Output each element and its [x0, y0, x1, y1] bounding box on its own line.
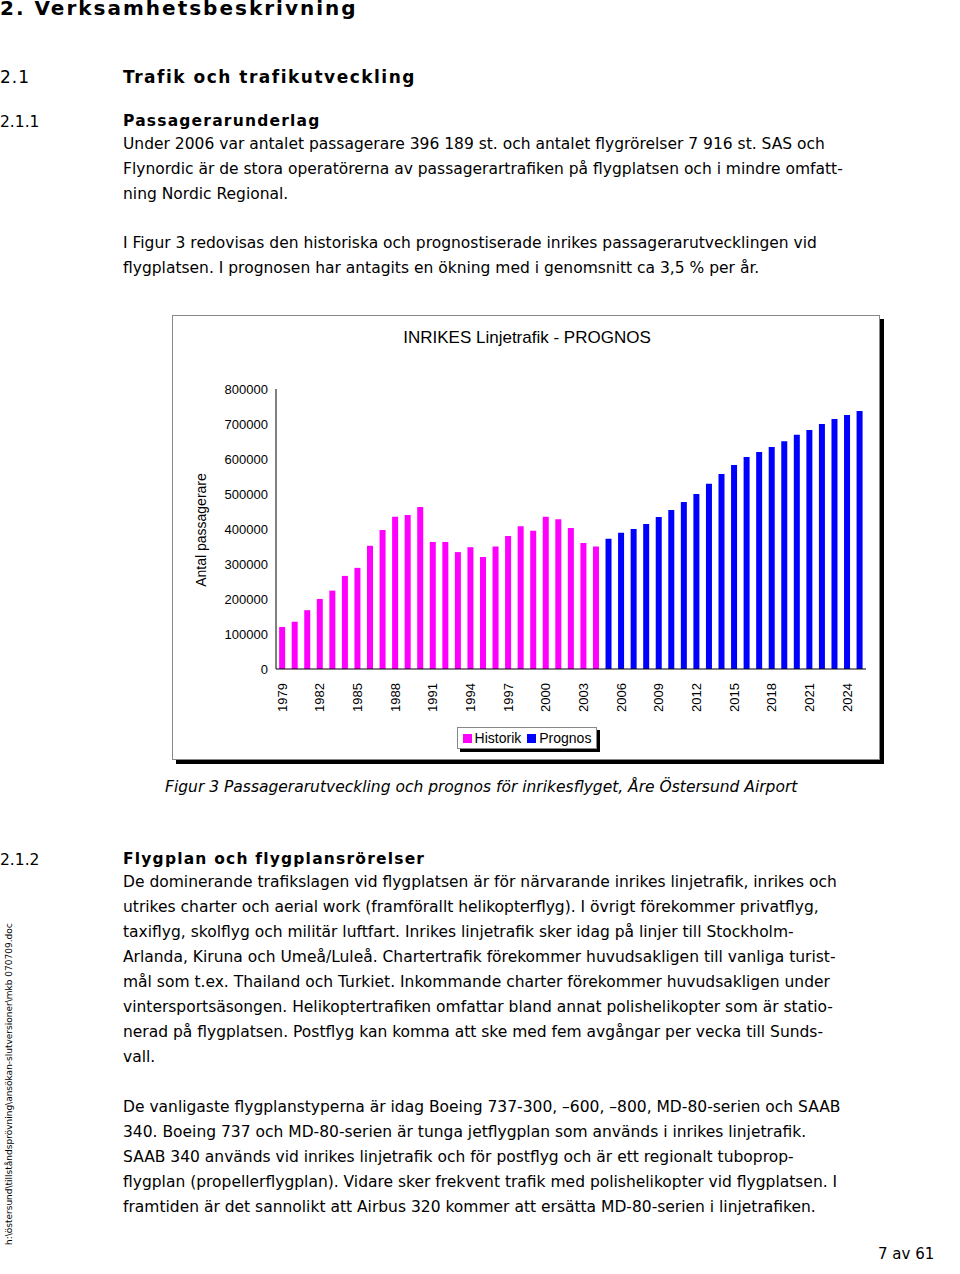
html-text:utrikes charter och aerial wor: utrikes charter och aerial work (framför…: [123, 898, 819, 916]
html-text:De vanligaste flygplanstyperna: De vanligaste flygplanstyperna är idag B…: [123, 1098, 841, 1116]
svg-text:1985: 1985: [350, 683, 365, 712]
html-text:mål som t.ex. Thailand och Tur: mål som t.ex. Thailand och Turkiet. Inko…: [123, 973, 830, 991]
html-text:SAAB 340 används vid inrikes l: SAAB 340 används vid inrikes linjetrafik…: [123, 1148, 794, 1166]
html-text:ning Nordic Regional.: ning Nordic Regional.: [123, 185, 289, 203]
html-text:Passagerarunderlag: Passagerarunderlag: [123, 112, 321, 130]
svg-text:1994: 1994: [463, 683, 478, 712]
html-text:Arlanda, Kiruna och Umeå/Luleå: Arlanda, Kiruna och Umeå/Luleå. Chartert…: [123, 948, 836, 966]
svg-text:2006: 2006: [614, 683, 629, 712]
svg-text:1988: 1988: [388, 683, 403, 712]
svg-text:700000: 700000: [225, 417, 268, 432]
html-text:flygplan (propellerflygplan).: flygplan (propellerflygplan). Vidare ske…: [123, 1173, 838, 1191]
html-text:vall.: vall.: [123, 1048, 156, 1066]
html-text:2.1: 2.1: [0, 67, 30, 87]
svg-text:2018: 2018: [764, 683, 779, 712]
html-text:framtiden är det sannolikt att: framtiden är det sannolikt att Airbus 32…: [123, 1198, 816, 1216]
html-text:I Figur 3 redovisas den histor: I Figur 3 redovisas den historiska och p…: [123, 234, 817, 252]
html-text:Prognos: Prognos: [539, 730, 592, 746]
svg-text:1991: 1991: [425, 683, 440, 712]
svg-text:200000: 200000: [225, 592, 268, 607]
html-text:INRIKES Linjetrafik - PROGNOS: INRIKES Linjetrafik - PROGNOS: [403, 328, 651, 347]
svg-text:2000: 2000: [538, 683, 553, 712]
svg-text:2009: 2009: [651, 683, 666, 712]
svg-text:1982: 1982: [312, 683, 327, 712]
html-text:2.1.2: 2.1.2: [0, 851, 40, 869]
html-text:2.1.1: 2.1.1: [0, 113, 40, 131]
svg-text:2012: 2012: [689, 683, 704, 712]
svg-text:0: 0: [261, 662, 268, 677]
html-text:taxiflyg, skolflyg och militär: taxiflyg, skolflyg och militär luftfart.…: [123, 923, 794, 941]
html-text:Figur 3 Passagerarutveckling o: Figur 3 Passagerarutveckling och prognos…: [165, 778, 798, 796]
html-text:Trafik och trafikutveckling: Trafik och trafikutveckling: [123, 67, 416, 87]
html-text:Historik: Historik: [474, 730, 522, 746]
svg-text:400000: 400000: [225, 522, 268, 537]
svg-text:2024: 2024: [840, 683, 855, 712]
html-text:Antal passagerare: Antal passagerare: [193, 473, 209, 587]
svg-text:300000: 300000: [225, 557, 268, 572]
svg-text:2003: 2003: [576, 683, 591, 712]
html-text:340. Boeing 737 och MD-80-seri: 340. Boeing 737 och MD-80-serien är tung…: [123, 1123, 807, 1141]
html-text:Flygplan och flygplansrörelser: Flygplan och flygplansrörelser: [123, 850, 426, 868]
svg-text:2015: 2015: [727, 683, 742, 712]
svg-text:500000: 500000: [225, 487, 268, 502]
svg-text:600000: 600000: [225, 452, 268, 467]
html-text:7 av 61: 7 av 61: [878, 1245, 935, 1263]
svg-text:1979: 1979: [275, 683, 290, 712]
html-text:h:\östersund\tillståndsprövnin: h:\östersund\tillståndsprövning\ansökan-…: [4, 923, 14, 1245]
html-text:Under 2006 var antalet passage: Under 2006 var antalet passagerare 396 1…: [123, 135, 825, 153]
svg-text:2021: 2021: [802, 683, 817, 712]
html-text:De dominerande trafikslagen vi: De dominerande trafikslagen vid flygplat…: [123, 873, 837, 891]
html-text:nerad på flygplatsen. Postflyg: nerad på flygplatsen. Postflyg kan komma…: [123, 1023, 823, 1041]
svg-text:100000: 100000: [225, 627, 268, 642]
html-text:flygplatsen. I prognosen har a: flygplatsen. I prognosen har antagits en…: [123, 259, 760, 277]
svg-text:800000: 800000: [225, 382, 268, 397]
html-text:vintersportsäsongen. Helikopte: vintersportsäsongen. Helikoptertrafiken …: [123, 998, 833, 1016]
svg-text:1997: 1997: [501, 683, 516, 712]
html-text:Flynordic är de stora operatör: Flynordic är de stora operatörerna av pa…: [123, 160, 843, 178]
